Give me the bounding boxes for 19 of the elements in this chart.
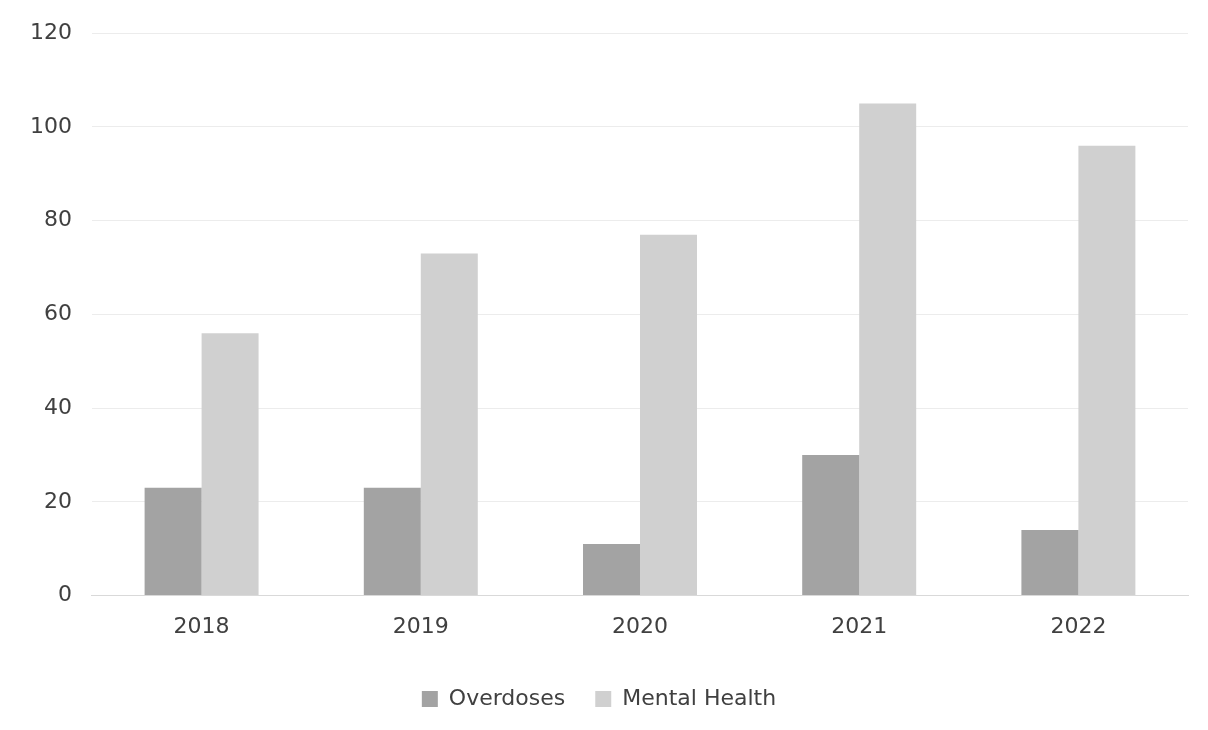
y-tick-label: 20 [43, 487, 72, 513]
x-tick-label: 2019 [392, 612, 449, 638]
bar [1021, 529, 1079, 596]
x-tick-label: 2018 [173, 612, 230, 638]
bar [802, 455, 860, 596]
y-tick-label: 80 [43, 206, 72, 232]
x-tick-label: 2020 [612, 612, 668, 638]
y-tick-label: 120 [29, 18, 72, 44]
bar [583, 544, 640, 596]
y-tick-label: 40 [43, 393, 72, 419]
y-tick-label: 100 [29, 112, 72, 138]
y-tick-label: 60 [43, 300, 72, 326]
x-tick-label: 2022 [1050, 612, 1107, 638]
y-tick-label: 0 [57, 581, 72, 607]
x-tick-label: 2021 [831, 612, 888, 638]
bar [144, 487, 202, 596]
legend-label: Mental Health [622, 684, 777, 710]
bar [363, 487, 421, 596]
legend-label: Overdoses [448, 684, 566, 710]
